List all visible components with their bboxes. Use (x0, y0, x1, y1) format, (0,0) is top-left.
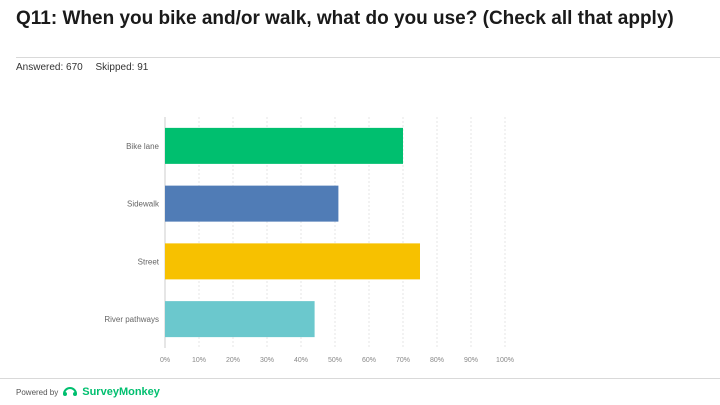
x-tick-label: 100% (496, 357, 514, 364)
bar-bike-lane (165, 127, 403, 164)
footer: Powered by SurveyMonkey (16, 386, 160, 398)
x-tick-label: 90% (464, 357, 478, 364)
bar-street (165, 243, 420, 280)
skipped-count: Skipped: 91 (95, 62, 149, 73)
bar-chart: 0% 10% 20% 30% 40% 50% 60% 70% 80% 90% 100% Bike la… (104, 117, 514, 364)
category-label: Street (138, 257, 160, 266)
bar-river-pathways (165, 301, 315, 338)
footer-divider (0, 378, 720, 379)
answered-count: Answered: 670 (16, 62, 83, 73)
x-tick-label: 0% (160, 357, 170, 364)
x-tick-label: 40% (294, 357, 308, 364)
category-label: Sidewalk (127, 200, 160, 209)
x-tick-label: 70% (396, 357, 410, 364)
bar-sidewalk (165, 185, 339, 222)
surveymonkey-logo-icon (63, 387, 78, 396)
x-tick-label: 20% (226, 357, 240, 364)
x-tick-label: 30% (260, 357, 274, 364)
x-tick-label: 80% (430, 357, 444, 364)
x-tick-label: 10% (192, 357, 206, 364)
x-tick-label: 50% (328, 357, 342, 364)
category-label: Bike lane (126, 142, 159, 151)
surveymonkey-brand: SurveyMonkey (82, 386, 160, 398)
x-tick-label: 60% (362, 357, 376, 364)
powered-by-label: Powered by (16, 387, 59, 397)
response-stats: Answered: 670 Skipped: 91 (16, 62, 158, 73)
question-title: Q11: When you bike and/or walk, what do … (16, 8, 674, 29)
title-divider (16, 57, 720, 58)
category-label: River pathways (104, 315, 159, 324)
